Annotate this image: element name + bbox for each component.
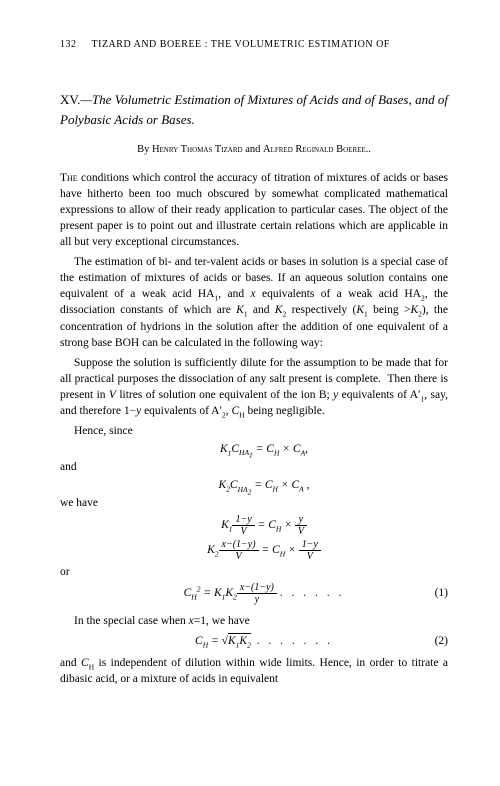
paragraph-2: The estimation of bi- and ter-valent aci… [60,254,448,351]
paragraph-4: In the special case when x=1, we have [60,613,448,629]
article-title: XV.—The Volumetric Estimation of Mixture… [60,90,448,129]
paragraph-3: Suppose the solution is sufficiently dil… [60,355,448,419]
hence-line: Hence, since [60,423,448,439]
equation-6: CH = √K1K2 . . . . . . . (2) [60,633,448,649]
author-1: Henry Thomas Tizard [152,144,243,155]
running-header: 132 TIZARD AND BOEREE : THE VOLUMETRIC E… [60,38,448,52]
author-2: Alfred Reginald Boeree. [263,144,368,155]
equation-2: K2CHA2 = CH × CA , [60,477,448,493]
equation-3: K11−yV = CH × yV [60,514,448,537]
and-label: and [60,459,448,475]
or-label: or [60,564,448,580]
wehave-label: we have [60,495,448,511]
equation-4: K2x−(1−y)V = CH × 1−yV [60,539,448,562]
running-head-text: TIZARD AND BOEREE : THE VOLUMETRIC ESTIM… [92,39,390,50]
paragraph-1: The conditions which control the accurac… [60,170,448,250]
byline: By Henry Thomas Tizard and Alfred Regina… [60,143,448,158]
paragraph-5: and CH is independent of dilution within… [60,655,448,687]
equation-1: K1CHA1 = CH × CA, [60,441,448,457]
title-number: XV. [60,92,80,107]
title-text: —The Volumetric Estimation of Mixtures o… [60,92,448,127]
page-number: 132 [60,39,77,50]
equation-5: CH2 = K1K2x−(1−y)y . . . . . . (1) [60,582,448,605]
